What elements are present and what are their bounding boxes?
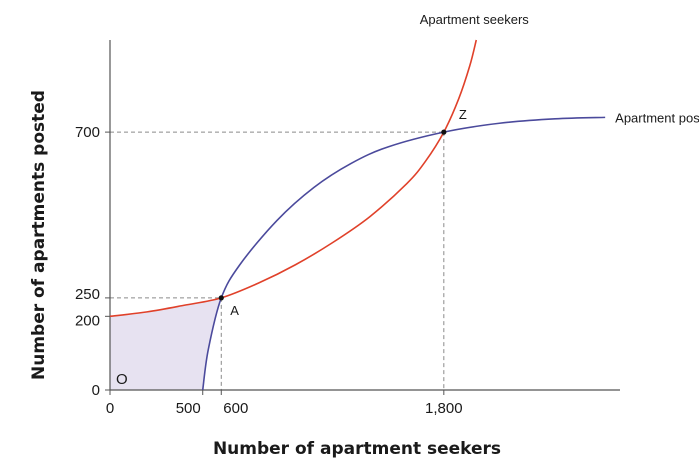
y-tick-label: 200 [75,312,100,329]
ticks-layer: 0 500 600 1,800 0 200 250 700 [75,124,463,417]
x-axis-title: Number of apartment seekers [213,439,501,459]
y-tick-label: 700 [75,124,100,141]
point-label-a: A [230,303,239,318]
points-layer [218,129,447,301]
guide-lines [110,131,445,390]
series-line-apartment-posters [201,116,606,391]
y-axis-title: Number of apartments posted [29,90,49,380]
series-line-apartment-seekers [109,39,478,318]
shaded-region [110,297,222,390]
point-a [218,295,224,301]
origin-label: O [116,371,128,388]
y-tick-label: 250 [75,286,100,303]
point-z [441,129,447,135]
x-tick-label: 600 [223,400,248,417]
x-tick-label: 500 [176,400,201,417]
series-label-apartment-seekers: Apartment seekers [420,12,530,27]
y-tick-label: 0 [92,382,100,399]
x-tick-label: 0 [106,400,114,417]
x-tick-label: 1,800 [425,400,463,417]
series-label-apartment-posters: Apartment posters [615,110,699,125]
point-label-z: Z [459,107,467,122]
